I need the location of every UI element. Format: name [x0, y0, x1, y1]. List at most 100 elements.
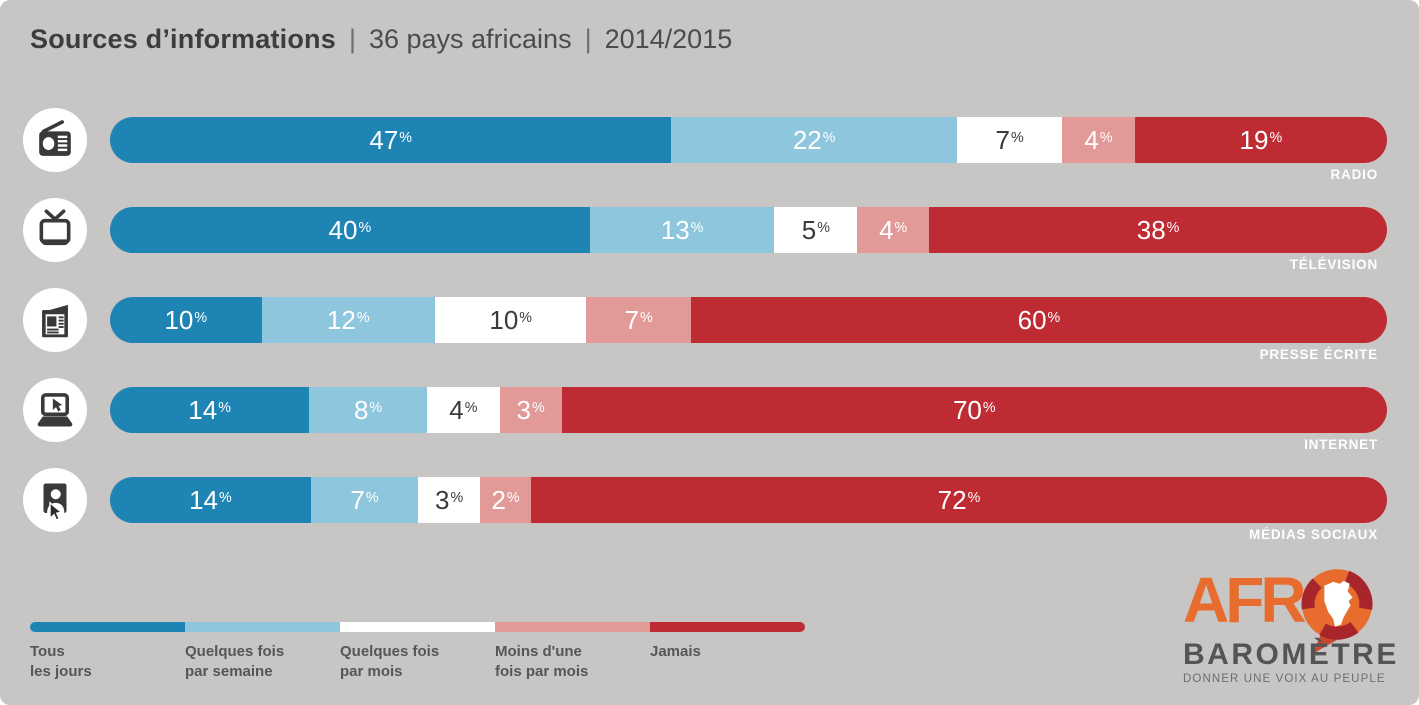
segment-value-label: 47%: [369, 125, 413, 155]
legend-label: Quelques fois par mois: [340, 643, 440, 681]
laptop-icon: [37, 393, 73, 427]
row-label: PRESSE ÉCRITE: [1259, 347, 1378, 362]
stacked-bar: 10% 12% 10% 7% 60%: [110, 297, 1387, 343]
legend-label: Quelques fois par semaine: [185, 643, 285, 681]
logo-tagline: DONNER UNE VOIX AU PEUPLE: [1183, 673, 1386, 685]
title-separator: |: [348, 24, 356, 54]
legend-item: Quelques fois par semaine: [185, 622, 340, 683]
legend-label: Moins d'une fois par mois: [495, 643, 589, 681]
segment-value-label: 8%: [353, 395, 383, 425]
segment-value-label: 5%: [801, 215, 830, 245]
bar-area: 47% 22% 7% 4% 19% RADIO: [110, 117, 1387, 182]
bar-segment: 72%: [530, 477, 1387, 523]
bar-segment: 47%: [110, 117, 672, 163]
legend-item: Tous les jours: [30, 622, 185, 683]
bar-segment: 5%: [774, 207, 858, 253]
title-main: Sources d’informations: [30, 24, 336, 54]
bar-segment: 19%: [1134, 117, 1387, 163]
segment-value-label: 14%: [188, 395, 231, 425]
title-subtitle-countries: 36 pays africains: [368, 24, 572, 54]
segment-value-label: 14%: [189, 485, 232, 515]
bar-segment: 38%: [929, 207, 1387, 253]
stacked-bar: 14% 7% 3% 2% 72%: [110, 477, 1387, 523]
stacked-bar: 40% 13% 5% 4% 38%: [110, 207, 1387, 253]
segment-value-label: 7%: [624, 305, 653, 335]
afrobarometer-logo: AFR BAROMÈTRE DONNER UNE VOIX AU PEUPLE: [1183, 564, 1399, 685]
segment-value-label: 19%: [1239, 125, 1283, 155]
bar-segment: 4%: [857, 207, 930, 253]
row-icon-circle: [23, 468, 87, 532]
legend-swatch: [495, 622, 650, 632]
legend-label: Jamais: [650, 643, 701, 660]
title-separator: |: [584, 24, 592, 54]
segment-value-label: 7%: [995, 125, 1024, 155]
bar-segment: 14%: [110, 477, 311, 523]
legend: Tous les jours Quelques fois par semaine…: [30, 622, 805, 683]
logo-text-barometre: BAROMÈTRE: [1183, 638, 1399, 671]
bar-segment: 22%: [671, 117, 957, 163]
media-row: 10% 12% 10% 7% 60% PRESSE ÉCRITE: [0, 288, 1419, 387]
bar-segment: 8%: [309, 387, 427, 433]
tv-icon: [39, 209, 71, 246]
newspaper-icon: [42, 304, 68, 338]
bar-segment: 4%: [1062, 117, 1135, 163]
segment-value-label: 22%: [792, 125, 836, 155]
bar-segment: 40%: [110, 207, 590, 253]
bar-segment: 7%: [586, 297, 691, 343]
segment-value-label: 4%: [449, 395, 478, 425]
africa-map-icon: [1323, 580, 1353, 627]
radio-icon: [39, 120, 71, 156]
bar-area: 14% 8% 4% 3% 70% INTERNET: [110, 387, 1387, 452]
bar-segment: 14%: [110, 387, 310, 433]
segment-value-label: 38%: [1136, 215, 1180, 245]
legend-item: Jamais: [650, 622, 805, 683]
media-row: 14% 7% 3% 2% 72% MÉDIAS SOCIAUX: [0, 468, 1419, 567]
bar-area: 14% 7% 3% 2% 72% MÉDIAS SOCIAUX: [110, 477, 1387, 542]
row-icon-circle: [23, 378, 87, 442]
bar-segment: 7%: [310, 477, 419, 523]
segment-value-label: 10%: [164, 305, 208, 335]
segment-value-label: 4%: [879, 215, 908, 245]
bar-segment: 3%: [418, 477, 481, 523]
media-row: 40% 13% 5% 4% 38% TÉLÉVISION: [0, 198, 1419, 297]
segment-value-label: 13%: [660, 215, 704, 245]
media-row: 14% 8% 4% 3% 70% INTERNET: [0, 378, 1419, 477]
legend-swatch: [650, 622, 805, 632]
page-title: Sources d’informations | 36 pays africains…: [30, 24, 732, 55]
bar-segment: 2%: [480, 477, 531, 523]
bar-segment: 13%: [589, 207, 775, 253]
bar-segment: 12%: [261, 297, 435, 343]
bar-segment: 4%: [426, 387, 500, 433]
logo-wordmark: AFR: [1183, 564, 1398, 654]
segment-value-label: 3%: [516, 395, 545, 425]
title-subtitle-years: 2014/2015: [604, 24, 733, 54]
legend-swatch: [30, 622, 185, 632]
row-icon-circle: [23, 108, 87, 172]
segment-value-label: 70%: [952, 395, 996, 425]
bar-area: 10% 12% 10% 7% 60% PRESSE ÉCRITE: [110, 297, 1387, 362]
segment-value-label: 60%: [1017, 305, 1061, 335]
segment-value-label: 40%: [328, 215, 372, 245]
row-label: MÉDIAS SOCIAUX: [1249, 527, 1378, 542]
logo-text-afro: AFR: [1183, 564, 1307, 636]
stacked-bar: 14% 8% 4% 3% 70%: [110, 387, 1387, 433]
legend-swatch: [185, 622, 340, 632]
legend-label: Tous les jours: [30, 643, 92, 681]
bar-segment: 70%: [561, 387, 1387, 433]
social-media-icon: [43, 483, 67, 522]
bar-area: 40% 13% 5% 4% 38% TÉLÉVISION: [110, 207, 1387, 272]
segment-value-label: 10%: [489, 305, 532, 335]
legend-item: Quelques fois par mois: [340, 622, 495, 683]
row-icon-circle: [23, 288, 87, 352]
segment-value-label: 4%: [1084, 125, 1113, 155]
media-row: 47% 22% 7% 4% 19% RADIO: [0, 108, 1419, 207]
row-label: INTERNET: [1304, 437, 1378, 452]
segment-value-label: 72%: [937, 485, 981, 515]
bar-segment: 60%: [690, 297, 1387, 343]
legend-item: Moins d'une fois par mois: [495, 622, 650, 683]
row-label: TÉLÉVISION: [1289, 257, 1378, 272]
legend-swatch: [340, 622, 495, 632]
africa-globe-icon: [1301, 568, 1373, 654]
row-label: RADIO: [1330, 167, 1378, 182]
